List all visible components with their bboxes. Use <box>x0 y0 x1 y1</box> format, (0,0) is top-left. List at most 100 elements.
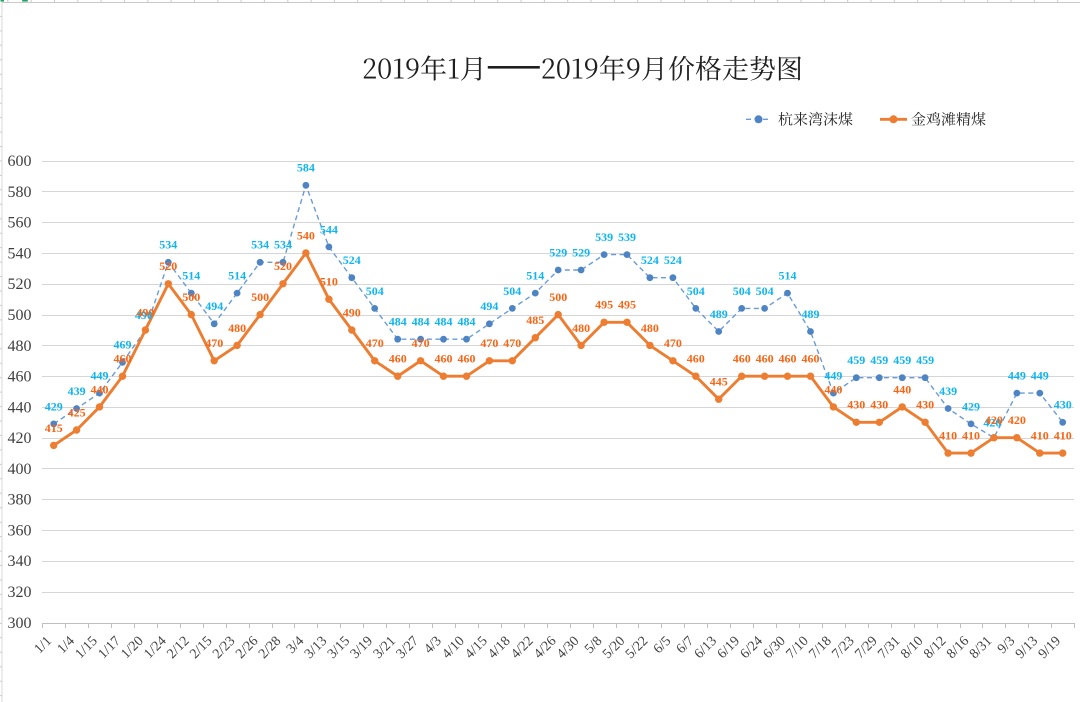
svg-text:560: 560 <box>8 215 32 232</box>
svg-text:480: 480 <box>8 338 32 355</box>
svg-text:449: 449 <box>1031 369 1049 383</box>
svg-text:420: 420 <box>985 413 1003 427</box>
svg-text:425: 425 <box>68 405 86 419</box>
svg-text:449: 449 <box>91 369 109 383</box>
svg-text:459: 459 <box>916 353 934 367</box>
svg-text:514: 514 <box>182 269 200 283</box>
svg-text:500: 500 <box>8 307 32 324</box>
svg-text:360: 360 <box>8 523 32 540</box>
svg-text:420: 420 <box>8 430 32 447</box>
svg-text:489: 489 <box>802 307 820 321</box>
svg-text:584: 584 <box>297 161 315 175</box>
svg-text:539: 539 <box>595 230 613 244</box>
svg-text:459: 459 <box>870 353 888 367</box>
svg-text:410: 410 <box>1031 429 1049 443</box>
svg-text:460: 460 <box>8 369 32 386</box>
svg-text:410: 410 <box>1054 429 1072 443</box>
svg-text:470: 470 <box>205 336 223 350</box>
svg-text:449: 449 <box>824 369 842 383</box>
svg-text:470: 470 <box>664 336 682 350</box>
svg-text:540: 540 <box>297 228 315 242</box>
svg-text:500: 500 <box>182 290 200 304</box>
svg-text:524: 524 <box>343 253 361 267</box>
svg-text:459: 459 <box>847 353 865 367</box>
svg-text:524: 524 <box>641 253 659 267</box>
svg-text:420: 420 <box>1008 413 1026 427</box>
svg-text:520: 520 <box>159 259 177 273</box>
svg-text:300: 300 <box>8 615 32 632</box>
svg-text:460: 460 <box>458 352 476 366</box>
svg-text:489: 489 <box>710 307 728 321</box>
svg-text:544: 544 <box>320 222 338 236</box>
svg-text:495: 495 <box>595 298 613 312</box>
svg-text:440: 440 <box>824 382 842 396</box>
svg-text:449: 449 <box>1008 369 1026 383</box>
svg-text:460: 460 <box>779 352 797 366</box>
svg-text:400: 400 <box>8 461 32 478</box>
svg-text:504: 504 <box>733 284 751 298</box>
svg-text:439: 439 <box>939 384 957 398</box>
svg-text:459: 459 <box>893 353 911 367</box>
svg-text:514: 514 <box>526 269 544 283</box>
svg-text:469: 469 <box>114 338 132 352</box>
svg-text:494: 494 <box>480 299 498 313</box>
svg-text:495: 495 <box>618 298 636 312</box>
svg-text:415: 415 <box>45 421 63 435</box>
svg-text:340: 340 <box>8 553 32 570</box>
svg-text:490: 490 <box>343 305 361 319</box>
svg-text:430: 430 <box>870 398 888 412</box>
svg-text:484: 484 <box>435 315 453 329</box>
svg-text:539: 539 <box>618 230 636 244</box>
svg-text:470: 470 <box>480 336 498 350</box>
svg-text:440: 440 <box>91 382 109 396</box>
svg-text:470: 470 <box>366 336 384 350</box>
svg-text:520: 520 <box>8 276 32 293</box>
svg-text:429: 429 <box>962 399 980 413</box>
svg-text:470: 470 <box>503 336 521 350</box>
svg-text:490: 490 <box>136 305 154 319</box>
svg-text:484: 484 <box>412 315 430 329</box>
svg-text:500: 500 <box>549 290 567 304</box>
svg-text:504: 504 <box>503 284 521 298</box>
svg-text:410: 410 <box>962 429 980 443</box>
svg-text:460: 460 <box>687 352 705 366</box>
svg-text:429: 429 <box>45 399 63 413</box>
svg-text:470: 470 <box>412 336 430 350</box>
svg-text:494: 494 <box>205 299 223 313</box>
svg-text:430: 430 <box>916 398 934 412</box>
svg-text:485: 485 <box>526 313 544 327</box>
svg-text:534: 534 <box>274 238 292 252</box>
svg-text:534: 534 <box>159 238 177 252</box>
svg-text:529: 529 <box>549 245 567 259</box>
svg-text:524: 524 <box>664 253 682 267</box>
svg-text:500: 500 <box>251 290 269 304</box>
svg-text:600: 600 <box>8 153 32 170</box>
svg-text:460: 460 <box>435 352 453 366</box>
svg-text:480: 480 <box>228 321 246 335</box>
svg-text:440: 440 <box>8 399 32 416</box>
svg-text:420: 420 <box>983 416 1001 430</box>
svg-text:514: 514 <box>779 269 797 283</box>
svg-text:439: 439 <box>68 384 86 398</box>
svg-text:504: 504 <box>756 284 774 298</box>
svg-text:534: 534 <box>251 238 269 252</box>
svg-text:504: 504 <box>687 284 705 298</box>
svg-text:460: 460 <box>114 352 132 366</box>
svg-text:484: 484 <box>389 315 407 329</box>
svg-text:480: 480 <box>572 321 590 335</box>
svg-text:460: 460 <box>389 352 407 366</box>
svg-text:540: 540 <box>8 245 32 262</box>
svg-text:430: 430 <box>1054 398 1072 412</box>
svg-text:460: 460 <box>802 352 820 366</box>
svg-text:440: 440 <box>893 382 911 396</box>
svg-text:410: 410 <box>939 429 957 443</box>
svg-text:460: 460 <box>733 352 751 366</box>
svg-text:504: 504 <box>366 284 384 298</box>
svg-text:445: 445 <box>710 375 728 389</box>
svg-text:320: 320 <box>8 584 32 601</box>
svg-text:510: 510 <box>320 275 338 289</box>
svg-text:430: 430 <box>847 398 865 412</box>
svg-text:529: 529 <box>572 245 590 259</box>
svg-text:480: 480 <box>641 321 659 335</box>
svg-text:520: 520 <box>274 259 292 273</box>
